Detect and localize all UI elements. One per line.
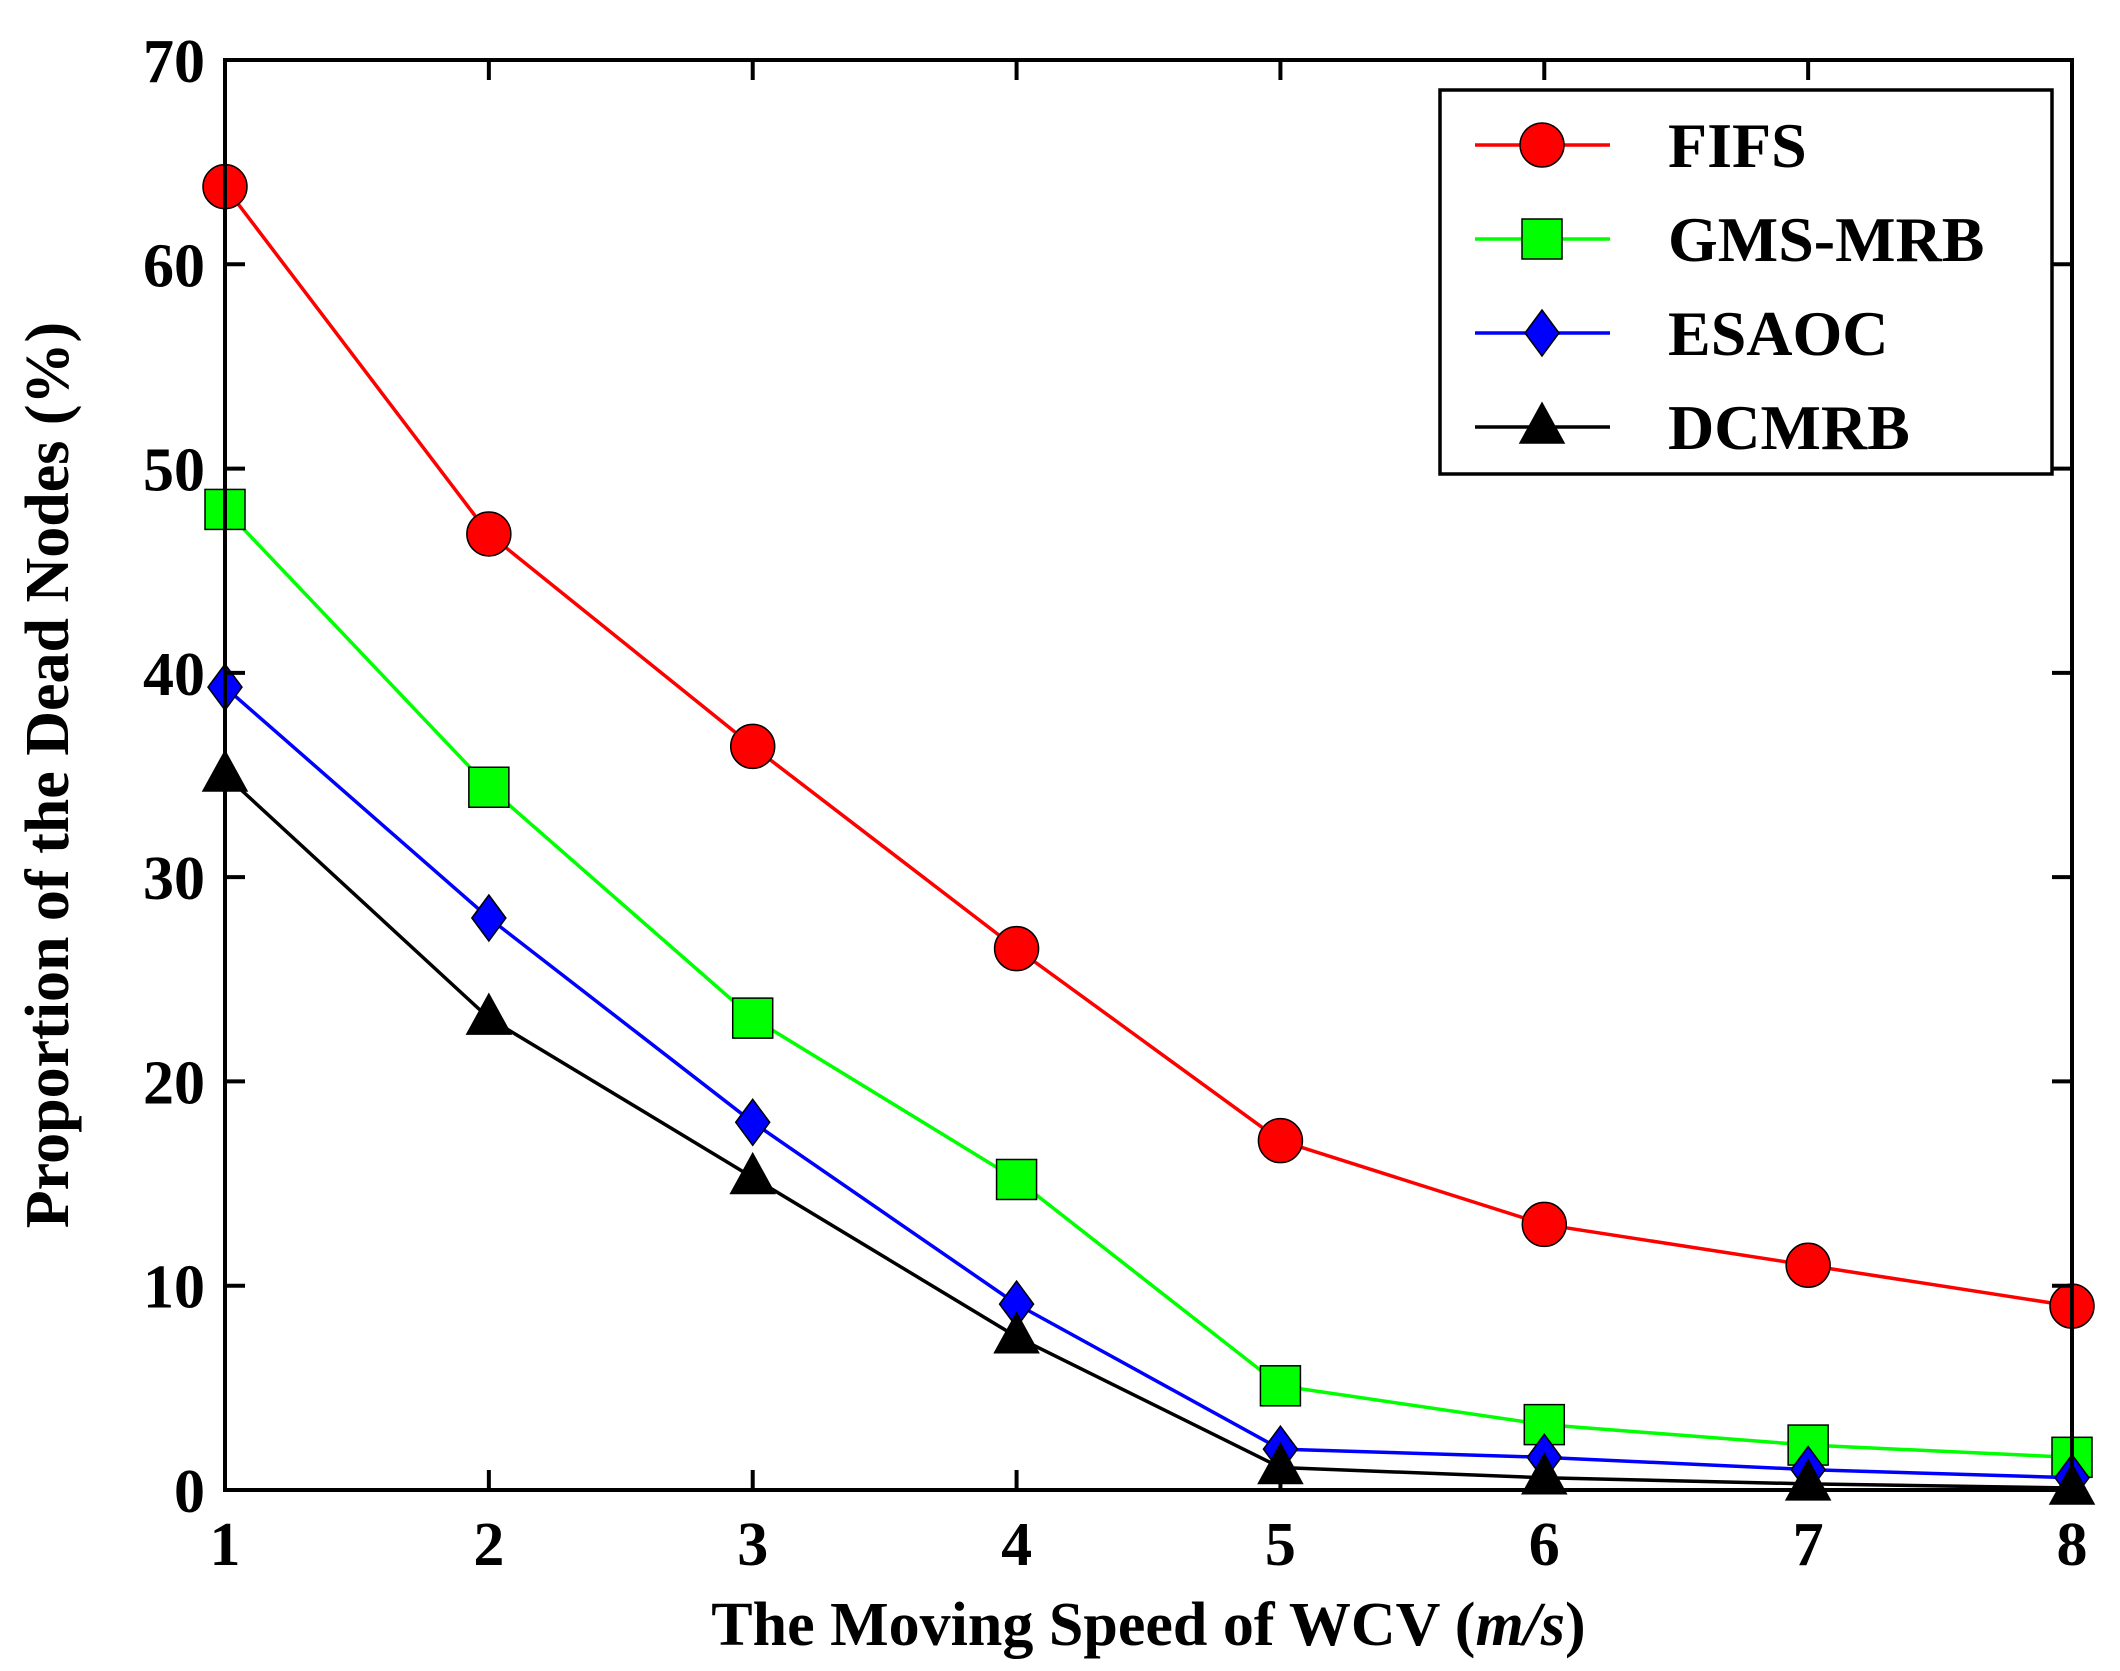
data-point-gms-mrb — [995, 1158, 1038, 1201]
x-tick-label: 7 — [1793, 1511, 1824, 1579]
data-point-fifs — [1785, 1242, 1831, 1289]
legend-label: GMS-MRB — [1668, 204, 1984, 275]
legend-label: DCMRB — [1668, 392, 1910, 463]
legend-label: FIFS — [1668, 110, 1807, 181]
legend-marker — [1519, 122, 1565, 168]
series-fifs — [202, 163, 2095, 1329]
x-tick-label: 3 — [737, 1511, 768, 1579]
y-tick-label: 20 — [143, 1049, 205, 1117]
legend-items: FIFS GMS-MRB ESAOC DCMRB — [1475, 110, 1984, 463]
y-tick-label: 60 — [143, 232, 205, 300]
data-point-fifs — [1257, 1117, 1304, 1164]
series-line-esaoc — [223, 685, 2073, 1480]
data-point-gms-mrb — [468, 766, 510, 809]
y-tick-label: 10 — [143, 1254, 205, 1322]
series-line-gms-mrb — [223, 508, 2073, 1460]
y-tick-label: 50 — [143, 437, 205, 505]
legend-item-fifs: FIFS — [1475, 110, 1807, 181]
legend-item-gms-mrb: GMS-MRB — [1475, 204, 1984, 275]
series-line-fifs — [223, 185, 2073, 1308]
x-tick-label: 1 — [210, 1511, 241, 1579]
x-tick-label: 2 — [473, 1511, 504, 1579]
legend: FIFS GMS-MRB ESAOC DCMRB — [1438, 88, 2054, 476]
data-point-fifs — [466, 511, 512, 557]
data-point-dcmrb — [729, 1151, 776, 1195]
legend-item-dcmrb: DCMRB — [1475, 392, 1910, 463]
data-point-fifs — [993, 925, 1040, 972]
x-axis-title-close: ) — [1565, 1591, 1586, 1659]
data-point-esaoc — [470, 893, 507, 943]
legend-label: ESAOC — [1668, 298, 1889, 369]
data-point-fifs — [1521, 1201, 1568, 1248]
x-tick-label: 6 — [1529, 1511, 1560, 1579]
y-tick-label: 30 — [143, 845, 205, 913]
series-dcmrb — [201, 749, 2096, 1505]
series-line-dcmrb — [223, 773, 2073, 1490]
legend-marker — [1521, 218, 1563, 260]
legend-marker — [1524, 308, 1560, 358]
x-tick-label: 8 — [2057, 1511, 2088, 1579]
y-tick-label: 70 — [143, 28, 205, 96]
data-point-gms-mrb — [731, 997, 774, 1039]
data-point-gms-mrb — [1259, 1365, 1302, 1407]
x-axis-title-main: The Moving Speed of WCV ( — [711, 1591, 1475, 1659]
tick-layer: 1 2 3 4 5 6 7 8 0 10 20 30 40 50 60 70 — [143, 28, 2088, 1579]
y-axis-title: Proportion of the Dead Nodes (%) — [14, 322, 82, 1228]
x-tick-label: 4 — [1001, 1511, 1032, 1579]
y-tick-label: 0 — [174, 1458, 205, 1526]
x-axis-title: The Moving Speed of WCV (m/s) — [711, 1591, 1585, 1659]
data-point-esaoc — [734, 1098, 771, 1147]
legend-item-esaoc: ESAOC — [1475, 298, 1889, 369]
x-axis-title-unit: m/s — [1475, 1591, 1565, 1659]
y-tick-label: 40 — [143, 641, 205, 709]
x-tick-label: 5 — [1265, 1511, 1296, 1579]
data-point-dcmrb — [993, 1311, 1040, 1354]
data-point-fifs — [729, 723, 776, 770]
legend-marker — [1518, 401, 1566, 444]
data-point-dcmrb — [465, 992, 513, 1035]
plot-frame — [223, 58, 2074, 1492]
